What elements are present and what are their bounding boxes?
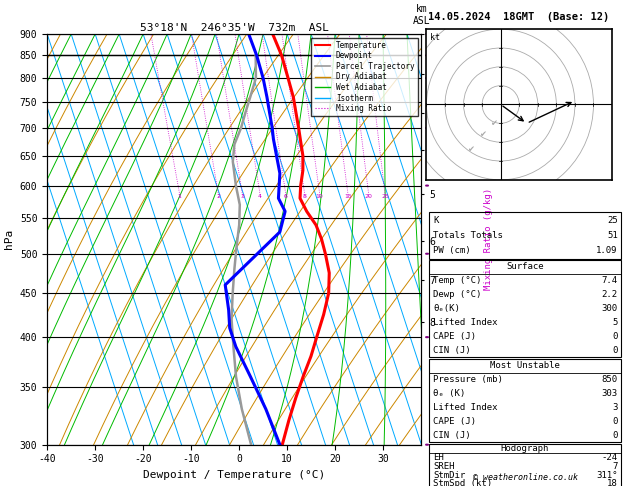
Text: θₑ (K): θₑ (K) bbox=[433, 389, 465, 398]
Text: Lifted Index: Lifted Index bbox=[433, 403, 498, 412]
Text: 1.09: 1.09 bbox=[596, 246, 618, 255]
Text: 0: 0 bbox=[612, 346, 618, 355]
Text: EH: EH bbox=[433, 452, 444, 462]
Title: 53°18'N  246°35'W  732m  ASL: 53°18'N 246°35'W 732m ASL bbox=[140, 23, 329, 33]
Text: 7.4: 7.4 bbox=[601, 277, 618, 285]
Text: 18: 18 bbox=[607, 480, 618, 486]
Text: CAPE (J): CAPE (J) bbox=[433, 332, 476, 341]
Text: © weatheronline.co.uk: © weatheronline.co.uk bbox=[473, 473, 577, 482]
Text: Pressure (mb): Pressure (mb) bbox=[433, 375, 503, 384]
Text: Hodograph: Hodograph bbox=[501, 444, 549, 452]
Y-axis label: hPa: hPa bbox=[4, 229, 14, 249]
Text: StmDir: StmDir bbox=[433, 470, 465, 480]
Text: 2.2: 2.2 bbox=[601, 290, 618, 299]
Text: 0: 0 bbox=[612, 431, 618, 440]
Text: LCL: LCL bbox=[429, 53, 444, 62]
Text: -24: -24 bbox=[601, 452, 618, 462]
Text: 25: 25 bbox=[381, 194, 389, 199]
Text: 6: 6 bbox=[284, 194, 287, 199]
Text: Lifted Index: Lifted Index bbox=[433, 318, 498, 327]
Text: 5: 5 bbox=[612, 318, 618, 327]
Text: SREH: SREH bbox=[433, 462, 455, 470]
Text: ✔: ✔ bbox=[490, 119, 497, 128]
Text: StmSpd (kt): StmSpd (kt) bbox=[433, 480, 493, 486]
Text: 51: 51 bbox=[607, 231, 618, 240]
Text: ✔: ✔ bbox=[479, 130, 486, 139]
Text: 25: 25 bbox=[607, 216, 618, 225]
Legend: Temperature, Dewpoint, Parcel Trajectory, Dry Adiabat, Wet Adiabat, Isotherm, Mi: Temperature, Dewpoint, Parcel Trajectory… bbox=[311, 38, 418, 116]
Text: θₑ(K): θₑ(K) bbox=[433, 304, 460, 313]
Text: Mixing Ratio (g/kg): Mixing Ratio (g/kg) bbox=[484, 188, 493, 291]
Text: 7: 7 bbox=[612, 462, 618, 470]
Text: 1: 1 bbox=[177, 194, 182, 199]
Text: Temp (°C): Temp (°C) bbox=[433, 277, 482, 285]
Text: CIN (J): CIN (J) bbox=[433, 346, 471, 355]
Text: 8: 8 bbox=[303, 194, 306, 199]
X-axis label: Dewpoint / Temperature (°C): Dewpoint / Temperature (°C) bbox=[143, 470, 325, 480]
Text: ✔: ✔ bbox=[467, 145, 474, 154]
Text: 0: 0 bbox=[612, 417, 618, 426]
Text: Dewp (°C): Dewp (°C) bbox=[433, 290, 482, 299]
Text: 850: 850 bbox=[601, 375, 618, 384]
Text: 2: 2 bbox=[216, 194, 220, 199]
Text: 3: 3 bbox=[612, 403, 618, 412]
Text: Surface: Surface bbox=[506, 262, 543, 272]
Text: PW (cm): PW (cm) bbox=[433, 246, 471, 255]
Text: 311°: 311° bbox=[596, 470, 618, 480]
Text: CIN (J): CIN (J) bbox=[433, 431, 471, 440]
Text: 14.05.2024  18GMT  (Base: 12): 14.05.2024 18GMT (Base: 12) bbox=[428, 12, 610, 22]
Text: kt: kt bbox=[430, 34, 440, 42]
Text: km
ASL: km ASL bbox=[413, 4, 430, 26]
Text: 3: 3 bbox=[240, 194, 244, 199]
Text: Most Unstable: Most Unstable bbox=[490, 361, 560, 370]
Text: 303: 303 bbox=[601, 389, 618, 398]
Text: K: K bbox=[433, 216, 439, 225]
Text: CAPE (J): CAPE (J) bbox=[433, 417, 476, 426]
Text: 15: 15 bbox=[344, 194, 352, 199]
Text: 4: 4 bbox=[258, 194, 262, 199]
Text: Totals Totals: Totals Totals bbox=[433, 231, 503, 240]
Text: 10: 10 bbox=[316, 194, 323, 199]
Text: 300: 300 bbox=[601, 304, 618, 313]
Text: 20: 20 bbox=[365, 194, 372, 199]
Text: 0: 0 bbox=[612, 332, 618, 341]
